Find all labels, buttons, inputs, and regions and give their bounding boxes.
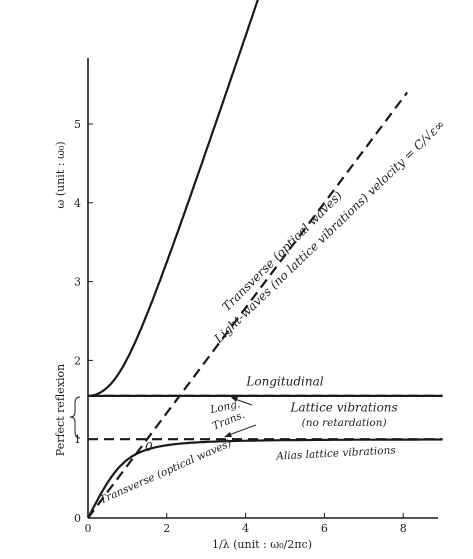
annotation-label: Lattice vibrations bbox=[289, 401, 397, 415]
trans-leader bbox=[225, 424, 257, 437]
ticks: 0 2 4 6 8 0 1 2 3 4 5 bbox=[74, 118, 407, 535]
labels: 1/λ (unit : ω₀/2πc) ω (unit : ω₀) Perfec… bbox=[54, 141, 312, 551]
y-tick-label: 2 bbox=[74, 354, 81, 367]
x-axis-label: 1/λ (unit : ω₀/2πc) bbox=[212, 538, 312, 551]
annotation-label: Transverse (optical waves) bbox=[219, 188, 345, 314]
y-tick-label: 0 bbox=[74, 512, 81, 525]
y-tick-label: 5 bbox=[74, 118, 81, 131]
series-1-solid-line bbox=[87, 0, 259, 397]
x-tick-label: 2 bbox=[163, 522, 170, 535]
axes bbox=[87, 58, 438, 519]
annotation-label: Longitudinal bbox=[245, 375, 323, 389]
annotation-label: Transverse (optical waves) bbox=[98, 437, 234, 506]
trans-arrowhead bbox=[224, 432, 232, 437]
brace bbox=[69, 396, 81, 439]
origin-label: 0 bbox=[145, 440, 153, 454]
annotation-label: Light-waves (no lattice vibrations) velo… bbox=[211, 117, 448, 346]
x-tick-label: 0 bbox=[85, 522, 92, 535]
y-tick-label: 4 bbox=[74, 197, 81, 210]
y-axis-label: ω (unit : ω₀) bbox=[54, 141, 67, 208]
x-tick-label: 4 bbox=[242, 522, 249, 535]
x-tick-label: 8 bbox=[400, 522, 407, 535]
perfect-reflexion-brace bbox=[69, 396, 81, 439]
y-tick-label: 1 bbox=[74, 433, 81, 446]
curves bbox=[87, 0, 443, 519]
y-tick-label: 3 bbox=[74, 276, 81, 289]
annotation-label: (no retardation) bbox=[302, 417, 387, 429]
perfect-reflexion-label: Perfect reflexion bbox=[54, 364, 67, 456]
x-tick-label: 6 bbox=[321, 522, 328, 535]
long-arrowhead bbox=[231, 397, 238, 402]
annotation-label: Alias lattice vibrations bbox=[275, 444, 397, 462]
leader-arrows bbox=[224, 397, 257, 437]
series-3-dashed-line bbox=[87, 91, 408, 519]
